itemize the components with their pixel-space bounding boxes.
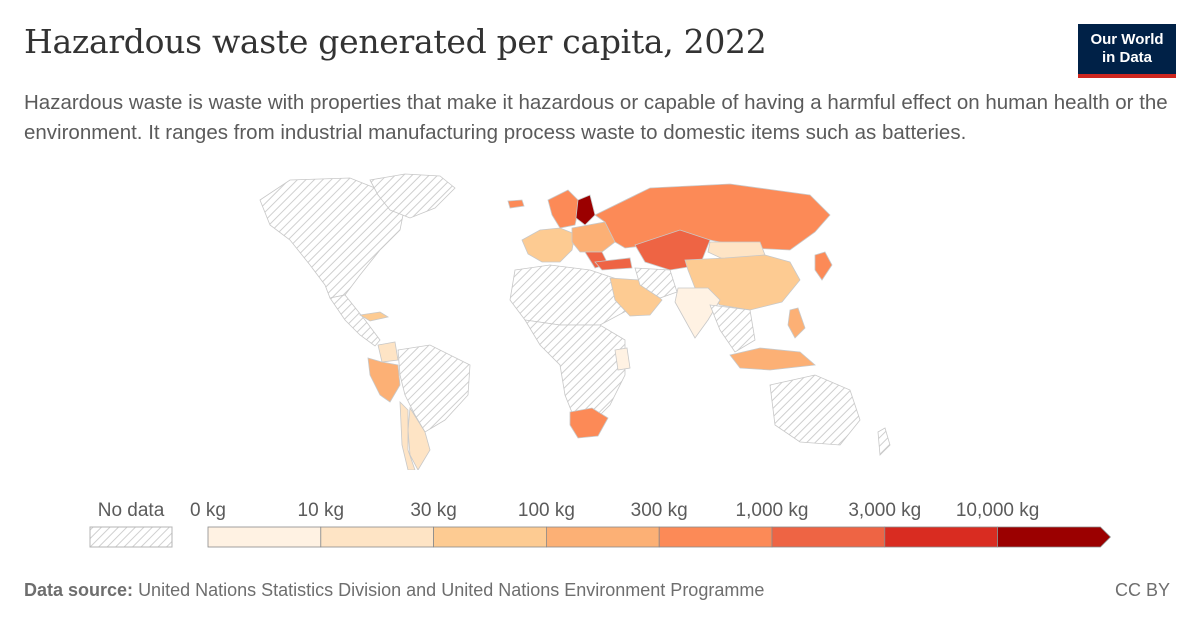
region-turkey[interactable] xyxy=(594,257,633,271)
legend-tick-label-5: 1,000 kg xyxy=(736,500,809,521)
region-japan[interactable] xyxy=(814,251,833,281)
legend-tick-label-7: 10,000 kg xyxy=(956,500,1039,521)
region-north-africa[interactable] xyxy=(509,264,629,326)
data-source: Data source: United Nations Statistics D… xyxy=(24,580,764,601)
legend-bin-2[interactable] xyxy=(433,526,547,548)
logo-line-2: in Data xyxy=(1101,49,1152,66)
region-finland[interactable] xyxy=(575,194,596,226)
region-colombia[interactable] xyxy=(377,341,399,363)
region-sub-saharan-africa[interactable] xyxy=(524,319,626,426)
chart-subtitle: Hazardous waste is waste with properties… xyxy=(24,91,1168,144)
legend-tick-label-2: 30 kg xyxy=(410,500,456,521)
legend-no-data-swatch xyxy=(89,526,173,548)
license-link[interactable]: CC BY xyxy=(1114,580,1170,600)
region-western-europe[interactable] xyxy=(521,227,576,263)
legend-bin-6[interactable] xyxy=(884,526,998,548)
legend-no-data-label: No data xyxy=(98,500,165,521)
logo-line-1: Our World xyxy=(1090,31,1164,48)
region-chile[interactable] xyxy=(399,400,416,470)
region-southeast-asia[interactable] xyxy=(709,304,756,353)
region-new-zealand[interactable] xyxy=(877,427,891,456)
legend-bin-1[interactable] xyxy=(320,526,434,548)
region-russia[interactable] xyxy=(594,183,831,251)
region-india[interactable] xyxy=(674,287,721,339)
region-tanzania[interactable] xyxy=(614,347,631,371)
region-scandinavia[interactable] xyxy=(547,189,581,229)
legend-tick-label-0: 0 kg xyxy=(190,500,226,521)
data-source-text[interactable]: United Nations Statistics Division and U… xyxy=(138,580,765,600)
region-greenland[interactable] xyxy=(369,173,456,219)
region-iceland[interactable] xyxy=(507,199,525,209)
region-indonesia[interactable] xyxy=(729,347,816,371)
legend-tick-label-3: 100 kg xyxy=(518,500,575,521)
region-ecuador-and-peru[interactable] xyxy=(367,357,401,403)
data-source-label: Data source: xyxy=(24,580,134,600)
region-philippines[interactable] xyxy=(787,307,806,339)
legend-bin-7[interactable] xyxy=(997,526,1111,548)
legend-bin-4[interactable] xyxy=(658,526,773,548)
legend-tick-label-6: 3,000 kg xyxy=(848,500,921,521)
region-cuba[interactable] xyxy=(358,311,390,322)
region-iran[interactable] xyxy=(634,267,678,299)
region-north-america[interactable] xyxy=(259,177,406,299)
legend-bin-3[interactable] xyxy=(546,526,660,548)
region-south-africa[interactable] xyxy=(569,407,609,439)
world-map xyxy=(259,173,891,470)
chart-title: Hazardous waste generated per capita, 20… xyxy=(24,22,767,61)
region-brazil[interactable] xyxy=(397,344,471,433)
owid-logo[interactable]: Our World in Data xyxy=(1078,24,1176,78)
legend-bin-5[interactable] xyxy=(771,526,886,548)
legend-bin-0[interactable] xyxy=(207,526,322,548)
region-central-america[interactable] xyxy=(329,294,381,347)
region-australia[interactable] xyxy=(769,374,861,446)
legend-tick-label-4: 300 kg xyxy=(631,500,688,521)
legend-tick-label-1: 10 kg xyxy=(298,500,344,521)
